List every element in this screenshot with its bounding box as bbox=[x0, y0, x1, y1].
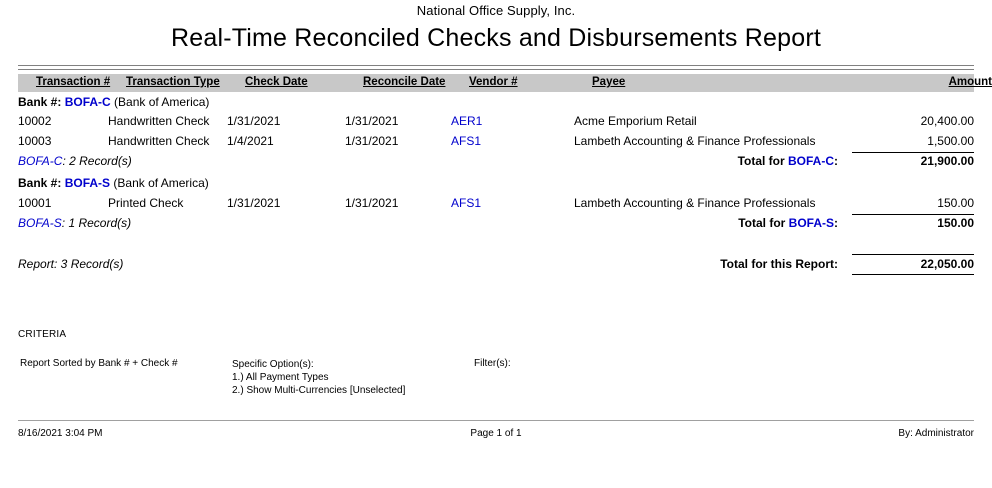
group-record-count-text: : 1 Record(s) bbox=[61, 216, 132, 230]
column-header-amount[interactable]: Amount bbox=[948, 76, 992, 88]
group-total-suffix: : bbox=[834, 216, 838, 230]
cell-check-date: 1/31/2021 bbox=[227, 114, 281, 128]
report-total-amount: 22,050.00 bbox=[920, 257, 974, 271]
footer-divider bbox=[18, 420, 974, 421]
bank-group-header: Bank #: BOFA-S (Bank of America) bbox=[18, 176, 209, 190]
cell-payee: Lambeth Accounting & Finance Professiona… bbox=[574, 134, 816, 148]
criteria-filters-heading: Filter(s): bbox=[474, 358, 511, 369]
cell-payee: Lambeth Accounting & Finance Professiona… bbox=[574, 196, 816, 210]
criteria-options-heading: Specific Option(s): bbox=[232, 359, 314, 370]
column-header-vendor[interactable]: Vendor # bbox=[469, 76, 518, 88]
group-total-label: Total for BOFA-C: bbox=[600, 154, 838, 168]
group-record-count-text: : 2 Record(s) bbox=[62, 154, 132, 168]
group-total-amount: 21,900.00 bbox=[920, 154, 974, 168]
company-name: National Office Supply, Inc. bbox=[416, 3, 576, 18]
column-header-transaction[interactable]: Transaction # bbox=[36, 76, 111, 88]
group-record-count: BOFA-S: 1 Record(s) bbox=[18, 216, 131, 230]
criteria-option-item: 2.) Show Multi-Currencies [Unselected] bbox=[232, 385, 406, 396]
cell-amount: 150.00 bbox=[937, 196, 974, 210]
group-total-suffix: : bbox=[834, 154, 838, 168]
report-title: Real-Time Reconciled Checks and Disburse… bbox=[170, 24, 821, 52]
cell-payee: Acme Emporium Retail bbox=[574, 114, 697, 128]
table-header-row: Transaction # Transaction Type Check Dat… bbox=[18, 74, 992, 92]
cell-amount: 20,400.00 bbox=[920, 114, 974, 128]
criteria-sort-text: Report Sorted by Bank # + Check # bbox=[20, 358, 178, 369]
footer-page-number: Page 1 of 1 bbox=[470, 428, 522, 439]
group-total-prefix: Total for bbox=[737, 154, 788, 168]
group-total-rule bbox=[852, 214, 974, 215]
bank-code[interactable]: BOFA-C bbox=[64, 95, 111, 109]
column-header-check-date[interactable]: Check Date bbox=[245, 76, 308, 88]
bank-name: (Bank of America) bbox=[114, 95, 210, 109]
bank-code[interactable]: BOFA-S bbox=[64, 176, 111, 190]
cell-vendor[interactable]: AER1 bbox=[451, 114, 483, 128]
cell-transaction-type: Handwritten Check bbox=[108, 114, 210, 128]
cell-amount: 1,500.00 bbox=[927, 134, 974, 148]
cell-reconcile-date: 1/31/2021 bbox=[345, 134, 399, 148]
cell-vendor[interactable]: AFS1 bbox=[451, 196, 482, 210]
footer-user: By: Administrator bbox=[898, 428, 974, 439]
cell-reconcile-date: 1/31/2021 bbox=[345, 196, 399, 210]
header-divider bbox=[18, 65, 974, 70]
cell-reconcile-date: 1/31/2021 bbox=[345, 114, 399, 128]
bank-group-header: Bank #: BOFA-C (Bank of America) bbox=[18, 95, 209, 109]
cell-vendor[interactable]: AFS1 bbox=[451, 134, 482, 148]
cell-transaction: 10002 bbox=[18, 114, 52, 128]
cell-transaction: 10003 bbox=[18, 134, 52, 148]
group-total-code: BOFA-C bbox=[788, 154, 834, 168]
footer-timestamp: 8/16/2021 3:04 PM bbox=[18, 428, 103, 439]
cell-check-date: 1/4/2021 bbox=[227, 134, 274, 148]
report-total-rule-top bbox=[852, 254, 974, 255]
cell-check-date: 1/31/2021 bbox=[227, 196, 281, 210]
table-row[interactable]: 10001 Printed Check 1/31/2021 1/31/2021 … bbox=[0, 196, 992, 216]
group-total-prefix: Total for bbox=[738, 216, 789, 230]
group-record-count: BOFA-C: 2 Record(s) bbox=[18, 154, 132, 168]
group-record-count-code: BOFA-C bbox=[18, 154, 63, 168]
cell-transaction-type: Handwritten Check bbox=[108, 134, 210, 148]
column-header-reconcile-date[interactable]: Reconcile Date bbox=[363, 76, 446, 88]
criteria-option-item: 1.) All Payment Types bbox=[232, 372, 329, 383]
group-record-count-code: BOFA-S bbox=[18, 216, 62, 230]
column-header-payee[interactable]: Payee bbox=[592, 76, 626, 88]
bank-label: Bank #: bbox=[18, 176, 62, 190]
criteria-heading: CRITERIA bbox=[18, 329, 67, 340]
group-total-amount: 150.00 bbox=[937, 216, 974, 230]
group-total-label: Total for BOFA-S: bbox=[600, 216, 838, 230]
report-record-count: Report: 3 Record(s) bbox=[18, 257, 124, 271]
report-total-rule-bottom bbox=[852, 274, 974, 275]
cell-transaction-type: Printed Check bbox=[108, 196, 184, 210]
table-row[interactable]: 10003 Handwritten Check 1/4/2021 1/31/20… bbox=[0, 134, 992, 154]
cell-transaction: 10001 bbox=[18, 196, 52, 210]
table-row[interactable]: 10002 Handwritten Check 1/31/2021 1/31/2… bbox=[0, 114, 992, 134]
criteria-options: Specific Option(s): 1.) All Payment Type… bbox=[232, 358, 405, 397]
group-total-rule bbox=[852, 152, 974, 153]
column-header-transaction-type[interactable]: Transaction Type bbox=[126, 76, 220, 88]
bank-label: Bank #: bbox=[18, 95, 62, 109]
bank-name: (Bank of America) bbox=[113, 176, 209, 190]
report-total-label: Total for this Report: bbox=[720, 257, 838, 271]
group-total-code: BOFA-S bbox=[788, 216, 834, 230]
